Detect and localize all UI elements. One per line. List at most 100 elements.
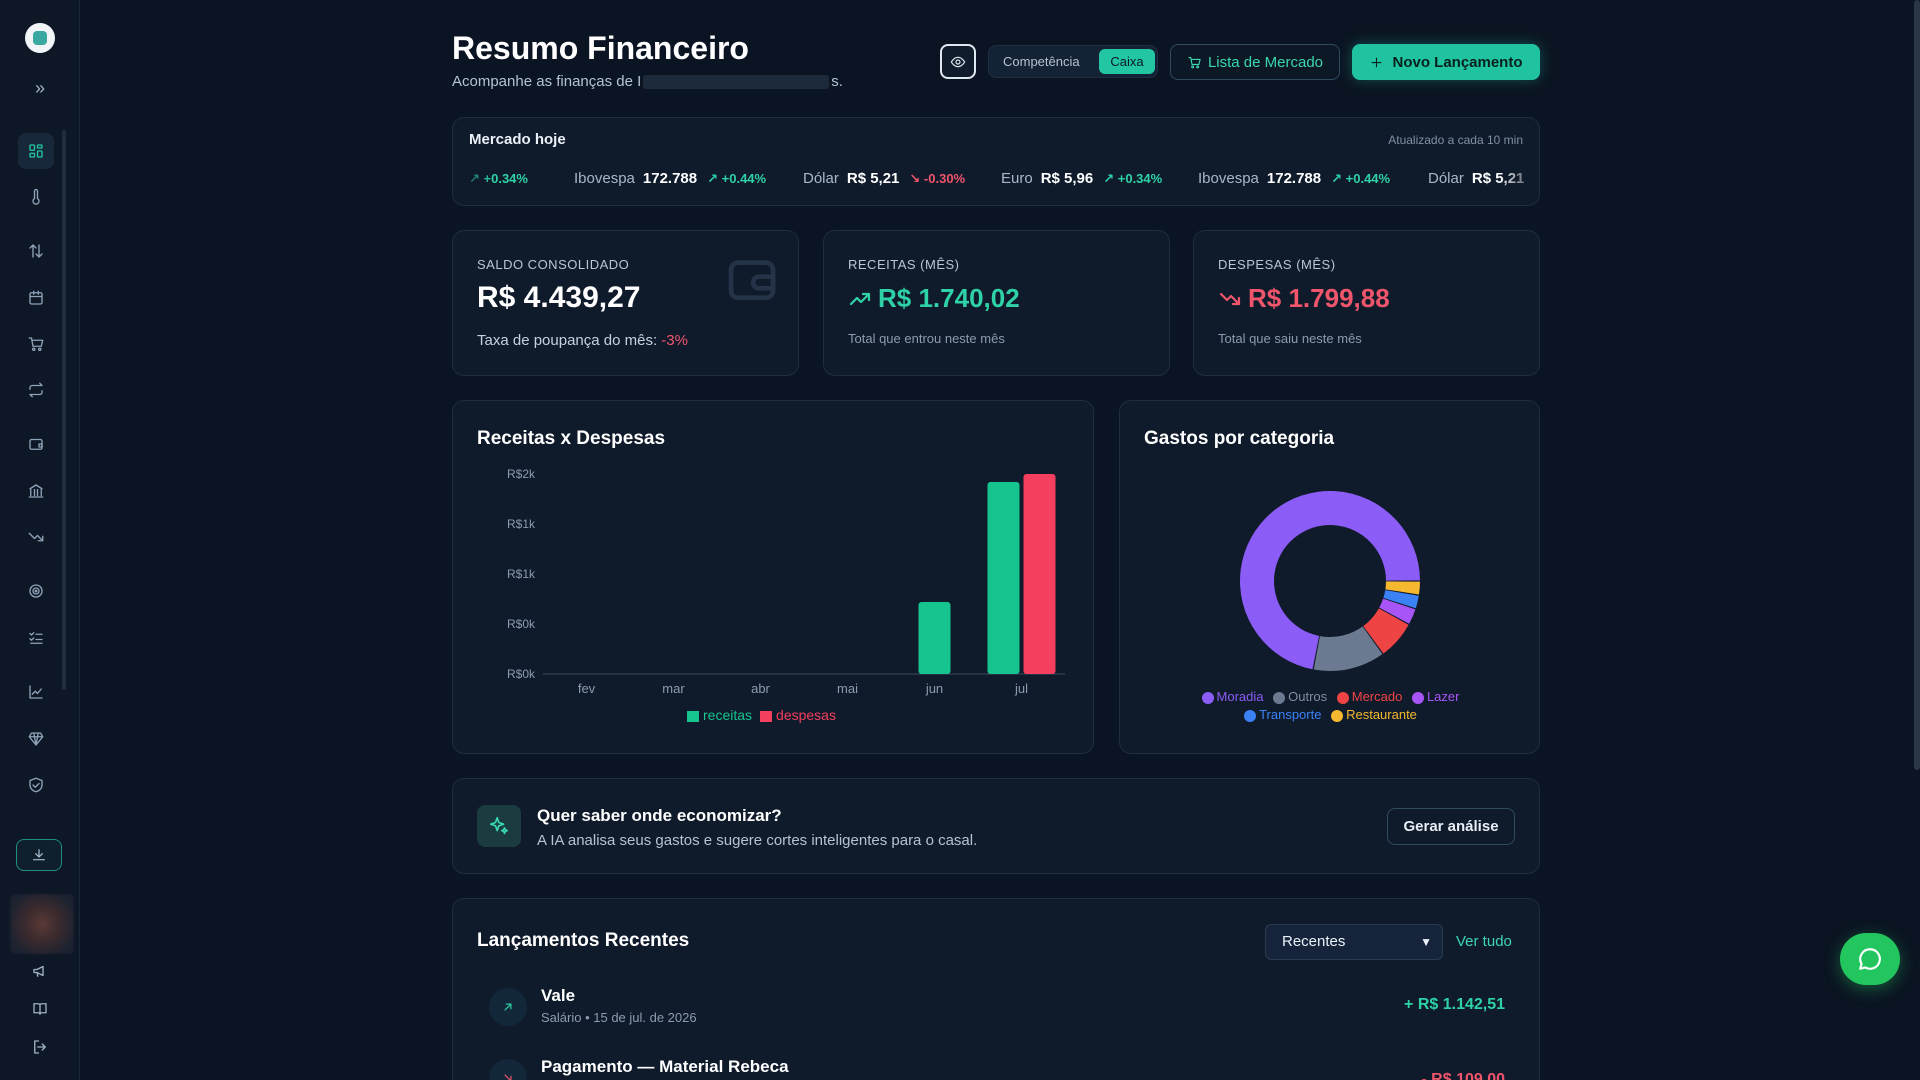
generate-analysis-button[interactable]: Gerar análise (1387, 808, 1515, 845)
recent-filter-select[interactable]: Recentes ▼ (1265, 924, 1443, 960)
slice-mercado[interactable] (1363, 608, 1409, 654)
legend-item-despesas[interactable]: despesas (760, 707, 836, 723)
list-item[interactable]: Vale Salário • 15 de jul. de 2026 + R$ 1… (453, 986, 1541, 1048)
target-icon[interactable] (18, 573, 54, 609)
shopping-list-button[interactable]: Lista de Mercado (1170, 44, 1340, 80)
bar-chart: R$0k R$0k R$1k R$1k R$2k fev mar abr mai jun jul (507, 467, 1065, 696)
toggle-competencia[interactable]: Competência (1003, 54, 1080, 69)
y-tick-label: R$1k (507, 567, 536, 581)
balance-value: R$ 4.439,27 (477, 281, 641, 314)
wallet-icon (724, 251, 780, 307)
slice-moradia[interactable] (1240, 491, 1420, 670)
cart-icon[interactable] (18, 326, 54, 362)
y-tick-label: R$0k (507, 617, 536, 631)
megaphone-icon[interactable] (28, 959, 52, 983)
ticker-value: 172.788 (642, 170, 698, 187)
slice-restaurante[interactable] (1385, 581, 1420, 595)
ticker-change: ↗ +0.34% (1103, 171, 1163, 186)
y-tick-label: R$1k (507, 517, 536, 531)
bar-receitas[interactable] (918, 602, 951, 674)
logout-icon[interactable] (28, 1035, 52, 1059)
income-amount: R$ 1.740,02 (878, 283, 1020, 313)
page-scrollbar[interactable] (1914, 0, 1920, 770)
balance-card: SALDO CONSOLIDADO R$ 4.439,27 Taxa de po… (452, 230, 799, 376)
slice-outros[interactable] (1313, 626, 1383, 671)
checklist-icon[interactable] (18, 620, 54, 656)
trending-up-icon (849, 292, 871, 305)
slice-transporte[interactable] (1383, 590, 1419, 609)
expand-sidebar-icon[interactable]: » (34, 78, 45, 98)
entry-amount: + R$ 1.142,51 (1404, 996, 1505, 1013)
chat-bubble-icon (1859, 948, 1881, 970)
app-logo[interactable] (25, 23, 55, 53)
ticker-name: Dólar (803, 170, 839, 187)
toggle-caixa[interactable]: Caixa (1099, 49, 1155, 74)
chevron-down-icon: ▼ (1420, 935, 1432, 949)
expense-amount: R$ 1.799,88 (1248, 283, 1390, 313)
ai-title: Quer saber onde economizar? (537, 806, 782, 825)
legend-item-receitas[interactable]: receitas (687, 707, 752, 723)
bank-icon[interactable] (18, 473, 54, 509)
income-card: RECEITAS (MÊS) R$ 1.740,02 Total que ent… (823, 230, 1170, 376)
savings-rate-value: -3% (661, 332, 688, 349)
donut-legend-row-1: Moradia Outros Mercado Lazer (1120, 689, 1541, 704)
dashboard-icon[interactable] (18, 133, 54, 169)
sidebar-scrollbar[interactable] (62, 130, 66, 690)
legend-item-lazer[interactable]: Lazer (1411, 689, 1459, 704)
expense-card: DESPESAS (MÊS) R$ 1.799,88 Total que sai… (1193, 230, 1540, 376)
legend-item-outros[interactable]: Outros (1273, 689, 1327, 704)
trending-down-icon[interactable] (18, 519, 54, 555)
sidebar: » (0, 0, 80, 1080)
market-ticker-card: Mercado hoje Atualizado a cada 10 min ↗ … (452, 117, 1540, 206)
wallet-icon[interactable] (18, 426, 54, 462)
calendar-icon[interactable] (18, 280, 54, 316)
ticker-fade-right (1499, 158, 1539, 198)
ticker-item: Euro R$ 5,96 ↗ +0.34% (1001, 170, 1162, 187)
entry-name: Pagamento — Material Rebeca (541, 1057, 789, 1076)
diamond-icon[interactable] (18, 721, 54, 757)
page-title: Resumo Financeiro (452, 30, 749, 66)
arrow-down-right-icon (489, 1059, 527, 1080)
redacted-name (643, 75, 830, 90)
new-entry-button[interactable]: Novo Lançamento (1352, 44, 1540, 80)
shield-icon[interactable] (18, 767, 54, 803)
accounting-mode-toggle: Competência Caixa (988, 45, 1158, 78)
plus-icon (1372, 57, 1382, 67)
logo-mark-icon (33, 31, 47, 45)
list-item[interactable]: Pagamento — Material Rebeca - R$ 109,00 (453, 1057, 1541, 1080)
spending-by-category-card: Gastos por categoria Moradia Outros Merc… (1119, 400, 1540, 754)
thermometer-icon[interactable] (18, 179, 54, 215)
chat-button[interactable] (1840, 933, 1900, 985)
trending-down-icon (1219, 292, 1241, 305)
ticker-name: Ibovespa (1198, 170, 1259, 187)
toggle-visibility-button[interactable] (940, 44, 976, 79)
ticker-value: R$ 5,21 (846, 170, 900, 187)
book-icon[interactable] (28, 997, 52, 1021)
legend-item-mercado[interactable]: Mercado (1336, 689, 1402, 704)
avatar[interactable] (10, 894, 74, 954)
legend-item-restaurante[interactable]: Restaurante (1331, 707, 1417, 722)
page-subtitle: Acompanhe as finanças de I s. (452, 73, 843, 90)
repeat-icon[interactable] (18, 372, 54, 408)
transfer-icon[interactable] (18, 233, 54, 269)
see-all-link[interactable]: Ver tudo (1456, 933, 1512, 950)
recent-entries-card: Lançamentos Recentes Recentes ▼ Ver tudo … (452, 898, 1540, 1080)
ticker-fade-left (453, 158, 493, 198)
expense-value: R$ 1.799,88 (1218, 283, 1390, 314)
chart-line-icon[interactable] (18, 674, 54, 710)
bar-chart-title: Receitas x Despesas (477, 428, 666, 449)
bar-despesas[interactable] (1023, 474, 1056, 674)
expense-note: Total que saiu neste mês (1218, 331, 1362, 346)
new-entry-label: Novo Lançamento (1392, 53, 1523, 71)
eye-icon (950, 56, 966, 67)
ticker-item: Ibovespa 172.788 ↗ +0.44% (574, 170, 766, 187)
download-button[interactable] (16, 839, 62, 871)
bar-receitas[interactable] (987, 482, 1020, 674)
slice-lazer[interactable] (1379, 598, 1416, 624)
donut-chart (1240, 491, 1420, 671)
donut-legend-row-2: Transporte Restaurante (1120, 707, 1541, 722)
ticker-name: Dólar (1428, 170, 1464, 187)
bar-chart-legend: receitas despesas (687, 707, 836, 723)
legend-item-moradia[interactable]: Moradia (1201, 689, 1263, 704)
legend-item-transporte[interactable]: Transporte (1244, 707, 1321, 722)
